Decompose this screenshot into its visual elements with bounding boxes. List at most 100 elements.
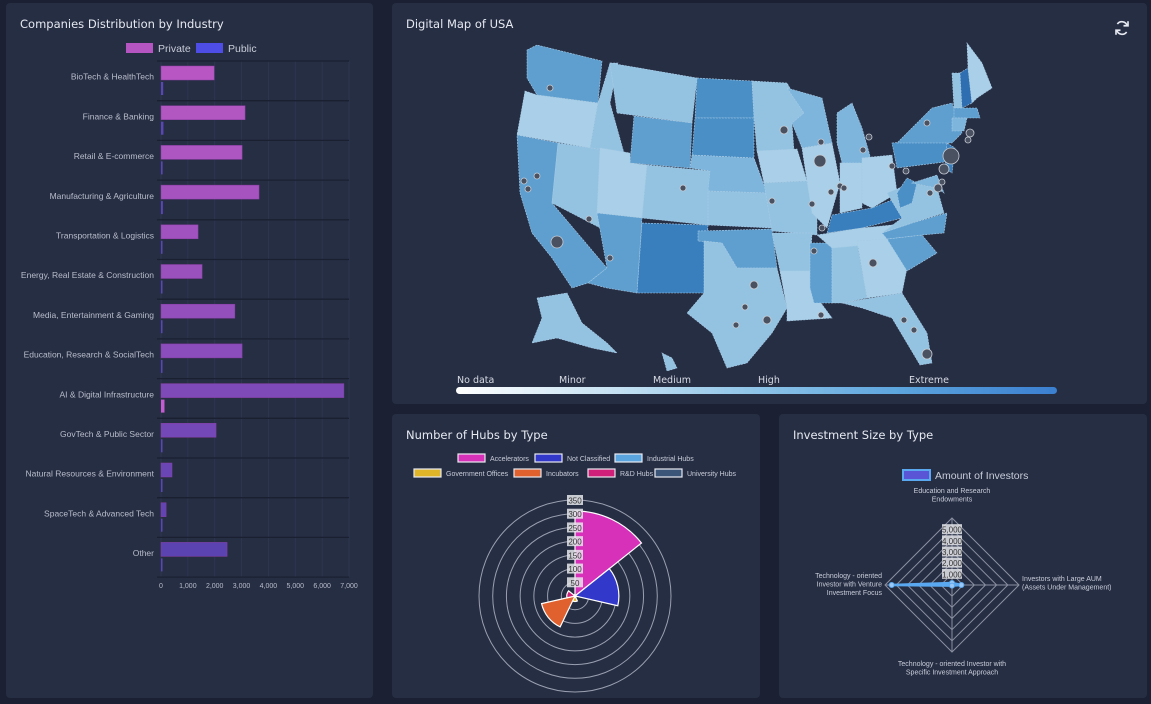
state-wv[interactable] — [896, 177, 918, 209]
bar-public[interactable] — [161, 121, 164, 135]
legend-swatch[interactable] — [513, 468, 542, 478]
state-mn[interactable] — [751, 80, 805, 152]
state-md[interactable] — [910, 174, 945, 194]
city-marker[interactable] — [900, 316, 908, 324]
city-marker[interactable] — [859, 146, 867, 154]
bar-public[interactable] — [161, 359, 163, 373]
state-in[interactable] — [839, 162, 863, 214]
legend-swatch[interactable] — [614, 453, 643, 463]
city-marker[interactable] — [768, 197, 776, 205]
bar-private[interactable] — [160, 383, 345, 398]
state-ar[interactable] — [771, 232, 813, 272]
city-marker[interactable] — [926, 189, 934, 197]
radar-point[interactable] — [949, 582, 955, 589]
city-marker[interactable] — [524, 185, 532, 193]
city-marker[interactable] — [865, 133, 873, 141]
city-marker[interactable] — [550, 235, 564, 249]
usa-choropleth-map[interactable] — [392, 3, 1147, 383]
state-ks[interactable] — [707, 190, 773, 229]
bar-public[interactable] — [161, 479, 163, 492]
bar-private[interactable] — [160, 105, 246, 120]
state-ma[interactable] — [953, 107, 981, 119]
state-ne[interactable] — [689, 154, 768, 194]
city-marker[interactable] — [868, 258, 878, 268]
bar-public[interactable] — [161, 161, 163, 175]
city-marker[interactable] — [910, 326, 918, 334]
city-marker[interactable] — [779, 125, 789, 135]
city-marker[interactable] — [817, 138, 825, 146]
bar-private[interactable] — [160, 462, 173, 478]
bar-private[interactable] — [160, 65, 215, 81]
city-marker[interactable] — [938, 178, 946, 186]
bar-public[interactable] — [161, 439, 163, 453]
state-ca[interactable] — [516, 134, 608, 289]
city-marker[interactable] — [964, 136, 972, 144]
legend-swatch[interactable] — [413, 468, 442, 478]
bar-private[interactable] — [160, 502, 167, 517]
city-marker[interactable] — [533, 172, 541, 180]
state-co[interactable] — [641, 164, 711, 226]
city-marker[interactable] — [933, 183, 943, 193]
city-marker[interactable] — [840, 184, 848, 192]
city-marker[interactable] — [741, 303, 749, 311]
state-ia[interactable] — [756, 148, 808, 184]
city-marker[interactable] — [942, 147, 960, 165]
city-marker[interactable] — [827, 188, 835, 196]
city-marker[interactable] — [965, 128, 975, 138]
state-al[interactable] — [831, 240, 868, 304]
state-ak[interactable] — [531, 292, 618, 354]
refresh-icon[interactable] — [1113, 19, 1131, 37]
legend-swatch[interactable] — [654, 468, 683, 478]
state-mo[interactable] — [763, 180, 818, 236]
radar-point[interactable] — [888, 582, 895, 588]
state-fl[interactable] — [841, 292, 933, 366]
city-marker[interactable] — [817, 311, 825, 319]
city-marker[interactable] — [902, 167, 910, 175]
polar-segment-incubators[interactable] — [540, 595, 577, 628]
city-marker[interactable] — [813, 154, 827, 168]
state-id[interactable] — [589, 62, 625, 154]
polar-segment-not-classified[interactable] — [573, 567, 620, 607]
bar-private[interactable] — [160, 224, 199, 240]
bar-private[interactable] — [160, 145, 243, 160]
city-marker[interactable] — [921, 348, 933, 360]
state-sc[interactable] — [886, 234, 938, 272]
legend-swatch[interactable] — [534, 453, 563, 463]
city-marker[interactable] — [606, 254, 614, 262]
state-ct[interactable] — [951, 117, 968, 132]
legend-swatch-public[interactable] — [196, 43, 223, 53]
city-marker[interactable] — [546, 84, 554, 92]
state-ga[interactable] — [856, 238, 908, 299]
bar-public[interactable] — [161, 240, 163, 254]
bar-public[interactable] — [161, 201, 163, 215]
city-marker[interactable] — [808, 200, 816, 208]
bar-public[interactable] — [161, 558, 163, 572]
city-marker[interactable] — [585, 215, 593, 223]
bar-private[interactable] — [160, 184, 260, 200]
state-me[interactable] — [966, 42, 993, 104]
radar-point[interactable] — [958, 582, 965, 588]
state-mt[interactable] — [609, 62, 698, 124]
bar-public[interactable] — [161, 320, 163, 334]
legend-swatch[interactable] — [457, 453, 486, 463]
city-marker[interactable] — [732, 321, 740, 329]
legend-swatch-private[interactable] — [126, 43, 153, 53]
state-nd[interactable] — [694, 77, 755, 119]
city-marker[interactable] — [749, 280, 759, 290]
city-marker[interactable] — [888, 162, 896, 170]
city-marker[interactable] — [762, 315, 772, 325]
bar-private[interactable] — [160, 542, 228, 557]
polar-segment-university-hubs[interactable] — [573, 594, 576, 598]
state-wa[interactable] — [526, 44, 603, 104]
bar-public[interactable] — [161, 399, 165, 413]
polar-segment-r-d-hubs[interactable] — [566, 590, 577, 599]
bar-private[interactable] — [160, 423, 217, 438]
state-hi[interactable] — [661, 352, 678, 372]
state-nm[interactable] — [636, 222, 709, 294]
bar-private[interactable] — [160, 303, 236, 319]
state-mi[interactable] — [836, 102, 873, 164]
legend-swatch[interactable] — [587, 468, 616, 478]
bar-private[interactable] — [160, 264, 203, 279]
city-marker[interactable] — [520, 177, 528, 185]
bar-private[interactable] — [160, 343, 243, 359]
